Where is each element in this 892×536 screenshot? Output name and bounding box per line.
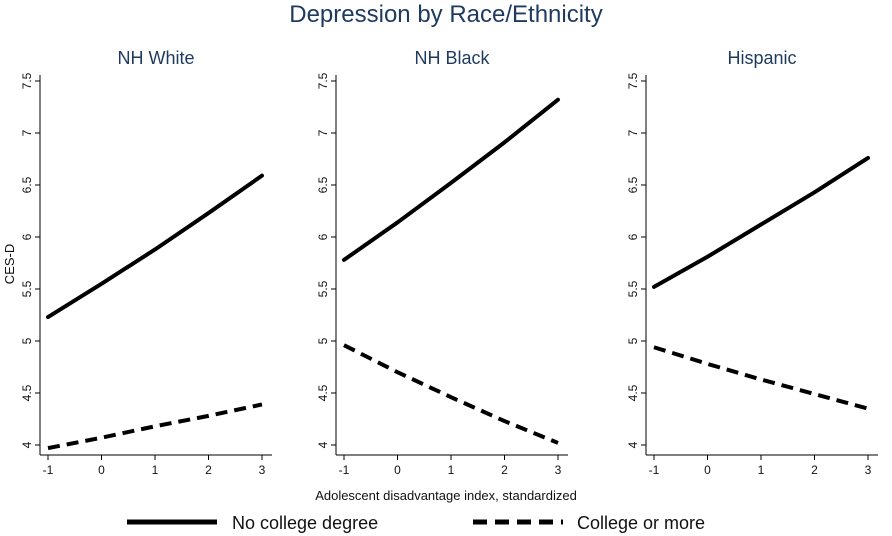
x-tick-label: 3 bbox=[555, 463, 562, 477]
series-line-college-or-more bbox=[343, 343, 559, 445]
y-tick-label: 7 bbox=[626, 129, 640, 136]
panel-title: NH Black bbox=[414, 48, 490, 68]
series-line-no-college-degree bbox=[342, 97, 560, 262]
chart-title: Depression by Race/Ethnicity bbox=[289, 1, 602, 28]
y-tick-label: 4.5 bbox=[626, 384, 640, 401]
y-tick-label: 5.5 bbox=[626, 280, 640, 297]
series-line-college-or-more bbox=[653, 345, 869, 411]
x-tick-label: -1 bbox=[339, 463, 350, 477]
y-tick-label: 7 bbox=[20, 129, 34, 136]
panel-2: Hispanic 4 4.5 5 5.5 6 6.5 7 7.5 -1 0 1 2 3 bbox=[626, 48, 878, 477]
y-axis-label: CES-D bbox=[2, 244, 17, 284]
panel-0: NH White 4 4.5 5 5.5 6 6.5 7 7.5 -1 0 1 2 3 bbox=[20, 48, 272, 477]
y-tick-label: 4 bbox=[316, 441, 330, 448]
y-tick-label: 5 bbox=[20, 337, 34, 344]
panel-1: NH Black 4 4.5 5 5.5 6 6.5 7 7.5 -1 0 1 2 3 bbox=[316, 48, 568, 477]
legend-label: College or more bbox=[577, 513, 705, 533]
y-tick-label: 6 bbox=[626, 233, 640, 240]
y-tick-label: 6.5 bbox=[316, 176, 330, 193]
y-tick-label: 7.5 bbox=[316, 72, 330, 89]
x-tick-label: -1 bbox=[43, 463, 54, 477]
x-tick-label: 3 bbox=[259, 463, 266, 477]
chart-legend: No college degree College or more bbox=[127, 513, 705, 533]
y-tick-label: 4.5 bbox=[20, 384, 34, 401]
y-tick-label: 6 bbox=[20, 233, 34, 240]
x-tick-label: 2 bbox=[205, 463, 212, 477]
x-tick-label: 0 bbox=[394, 463, 401, 477]
y-tick-label: 6 bbox=[316, 233, 330, 240]
y-tick-label: 5.5 bbox=[20, 280, 34, 297]
y-tick-label: 5 bbox=[626, 337, 640, 344]
x-tick-label: 1 bbox=[758, 463, 765, 477]
y-tick-label: 6.5 bbox=[626, 176, 640, 193]
legend-label: No college degree bbox=[232, 513, 378, 533]
series-line-college-or-more bbox=[47, 402, 263, 451]
y-tick-label: 5 bbox=[316, 337, 330, 344]
y-tick-label: 4.5 bbox=[316, 384, 330, 401]
x-tick-label: 0 bbox=[98, 463, 105, 477]
series-line-no-college-degree bbox=[46, 173, 264, 320]
x-axis-label: Adolescent disadvantage index, standardi… bbox=[315, 488, 577, 503]
y-tick-label: 4 bbox=[626, 441, 640, 448]
panel-title: NH White bbox=[117, 48, 194, 68]
chart-panels: NH White 4 4.5 5 5.5 6 6.5 7 7.5 -1 0 1 2 3 NH Black 4 4… bbox=[20, 48, 878, 477]
y-tick-label: 7 bbox=[316, 129, 330, 136]
x-tick-label: 2 bbox=[501, 463, 508, 477]
x-tick-label: 2 bbox=[811, 463, 818, 477]
y-tick-label: 5.5 bbox=[316, 280, 330, 297]
y-tick-label: 4 bbox=[20, 441, 34, 448]
panel-title: Hispanic bbox=[727, 48, 796, 68]
x-tick-label: 3 bbox=[865, 463, 872, 477]
y-tick-label: 7.5 bbox=[20, 72, 34, 89]
y-tick-label: 7.5 bbox=[626, 72, 640, 89]
x-tick-label: -1 bbox=[649, 463, 660, 477]
y-tick-label: 6.5 bbox=[20, 176, 34, 193]
x-tick-label: 0 bbox=[704, 463, 711, 477]
series-line-no-college-degree bbox=[652, 155, 870, 289]
x-tick-label: 1 bbox=[448, 463, 455, 477]
x-tick-label: 1 bbox=[152, 463, 159, 477]
